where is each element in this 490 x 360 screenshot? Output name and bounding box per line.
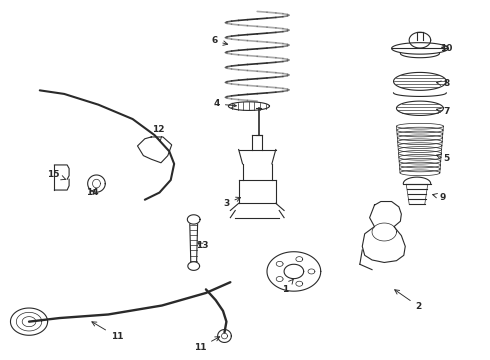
- Text: 10: 10: [440, 44, 452, 53]
- Text: 11: 11: [194, 337, 220, 352]
- Text: 13: 13: [196, 241, 208, 250]
- Text: 6: 6: [211, 36, 228, 45]
- Text: 11: 11: [92, 322, 123, 341]
- Text: 5: 5: [437, 154, 449, 163]
- Text: 15: 15: [47, 170, 66, 180]
- Text: 14: 14: [86, 188, 99, 197]
- Text: 7: 7: [437, 107, 449, 116]
- Text: 3: 3: [223, 197, 241, 208]
- Text: 9: 9: [433, 193, 446, 202]
- Text: 8: 8: [437, 80, 449, 89]
- Text: 12: 12: [152, 125, 164, 141]
- Text: 1: 1: [282, 279, 293, 293]
- Text: 4: 4: [214, 99, 236, 108]
- Text: 2: 2: [395, 290, 421, 311]
